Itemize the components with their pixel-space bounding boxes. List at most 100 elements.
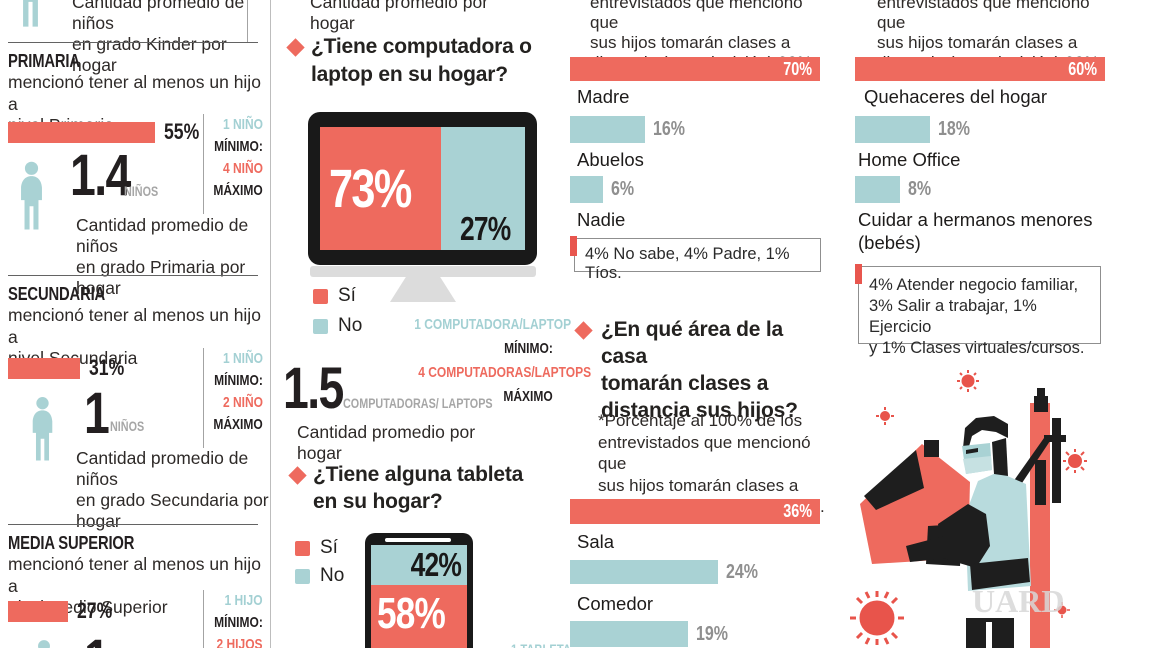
secundaria-title: SECUNDARIA: [8, 283, 106, 304]
section-divider: [8, 42, 258, 43]
house-roof: [864, 450, 924, 510]
person-illustration: UARD: [850, 370, 1087, 648]
tablet-min-cut-text: 1 TABLETA: [496, 641, 571, 648]
monitor-yes-segment: 73%: [320, 127, 441, 250]
label-cuidar: Cuidar a hermanos menores (bebés): [858, 209, 1093, 253]
person-icon: [23, 0, 38, 27]
primaria-caption: Cantidad promedio de niños en grado Prim…: [76, 215, 249, 298]
section-divider: [8, 524, 258, 525]
hand: [906, 536, 948, 562]
tablet-legend-yes: Sí: [295, 537, 338, 559]
secundaria-average-unit: NIÑOS: [110, 419, 145, 434]
media-minmax-divider: [203, 590, 204, 648]
who-note-box: 4% No sabe, 4% Padre, 1% Tíos.: [574, 238, 821, 282]
media-superior-title: MEDIA SUPERIOR: [8, 532, 135, 553]
label-nadie: Nadie: [577, 209, 626, 230]
legend-no-swatch: [313, 318, 328, 334]
computer-legend-yes: Sí: [313, 285, 356, 307]
label-quehaceres: Quehaceres del hogar: [864, 86, 1048, 107]
primaria-minmax-divider: [203, 114, 204, 214]
bar-homeoffice: [855, 116, 930, 143]
tablet-chart: 42% 58%: [365, 533, 473, 648]
tablet-no-segment: 42%: [371, 545, 467, 585]
kinder-caption: Cantidad promedio de niños en grado Kind…: [72, 0, 245, 75]
bar-cuidar: [855, 176, 900, 203]
primaria-bar-row: 55%: [8, 119, 208, 145]
person-icon: [38, 640, 50, 648]
area-question: ¿En qué área de la casa tomarán clases a…: [601, 318, 798, 422]
neck: [992, 438, 1008, 476]
diamond-bullet: [286, 38, 305, 57]
activities-note-box: 4% Atender negocio familiar, 3% Salir a …: [858, 266, 1101, 357]
tablet-legend-no: No: [295, 565, 344, 587]
legend-yes-swatch: [295, 540, 310, 556]
label-comedor: Comedor: [577, 593, 654, 614]
bar-nadie: [570, 176, 603, 203]
belt: [970, 558, 1030, 590]
media-superior-bar: [8, 600, 68, 622]
legend-yes-swatch: [313, 288, 328, 304]
primaria-average-unit: NIÑOS: [124, 184, 159, 199]
secundaria-average: 1: [84, 381, 110, 446]
label-homeoffice: Home Office: [858, 149, 961, 170]
label-sala: Sala: [577, 531, 615, 552]
diamond-bullet: [288, 466, 307, 485]
monitor-base-strip: [310, 266, 536, 277]
tablet-notch: [385, 538, 451, 542]
note-tick: [855, 264, 862, 284]
person-icon: [32, 397, 53, 461]
tablet-question: ¿Tiene alguna tableta en su hogar?: [313, 463, 524, 513]
bar-nadie-row: 6%: [570, 176, 640, 203]
section-divider: [8, 275, 258, 276]
media-average: 1: [84, 631, 114, 648]
bar-comedor-row: 24%: [570, 560, 766, 584]
bar-area3: [570, 621, 688, 647]
label-abuelos: Abuelos: [577, 149, 644, 170]
secundaria-minmax-divider: [203, 348, 204, 448]
bar-homeoffice-row: 18%: [855, 116, 978, 143]
bar-sala: 36%: [570, 499, 820, 524]
note-tick: [570, 236, 577, 256]
secundaria-minmax: 1 NIÑO MÍNIMO: 2 NIÑO MÁXIMO: [213, 350, 263, 433]
column-divider: [270, 0, 271, 648]
arm: [938, 504, 990, 568]
secundaria-caption: Cantidad promedio de niños en grado Secu…: [76, 448, 269, 531]
legend-no-swatch: [295, 568, 310, 584]
secundaria-bar-row: 31%: [8, 355, 133, 381]
primaria-title: PRIMARIA: [8, 50, 80, 71]
person-icon: [21, 161, 42, 230]
secundaria-bar: [8, 357, 80, 379]
computer-average: 1.5: [283, 356, 344, 421]
primaria-bar: [8, 121, 155, 143]
monitor-chart: 73% 27%: [308, 112, 537, 265]
label-madre: Madre: [577, 86, 630, 107]
bar-quehaceres: 60%: [855, 57, 1105, 81]
bar-abuelos: [570, 116, 645, 143]
primaria-minmax: 1 NIÑO MÍNIMO: 4 NIÑO MÁXIMO: [213, 116, 263, 199]
primaria-average: 1.4: [70, 143, 131, 208]
kinder-divider: [247, 0, 248, 42]
bar-comedor: [570, 560, 718, 584]
face-mask: [963, 456, 992, 474]
monitor-no-segment: 27%: [440, 127, 525, 250]
bar-area3-row: 19%: [570, 621, 736, 647]
bar-abuelos-row: 16%: [570, 116, 693, 143]
monitor-stand: [390, 277, 456, 302]
bar-madre: 70%: [570, 57, 820, 81]
computer-minmax: 1 COMPUTADORA/LAPTOP MÍNIMO: 4 COMPUTADO…: [414, 316, 592, 405]
eye: [966, 448, 978, 454]
media-minmax: 1 HIJO MÍNIMO: 2 HIJOS: [214, 592, 263, 648]
computer-question: ¿Tiene computadora o laptop en su hogar?: [311, 35, 532, 86]
tablet-yes-segment: 58%: [371, 585, 467, 648]
computer-caption: Cantidad promedio por hogar: [297, 422, 476, 463]
media-superior-bar-row: 27%: [8, 598, 121, 624]
hair: [963, 416, 1008, 450]
bar-cuidar-row: 8%: [855, 176, 937, 203]
diamond-bullet: [574, 321, 593, 340]
computer-legend-no: No: [313, 315, 362, 337]
col2-top-caption: Cantidad promedio por hogar: [310, 0, 489, 33]
house-chimney: [924, 440, 939, 457]
computer-average-unit: COMPUTADORAS/ LAPTOPS: [343, 396, 493, 411]
watermark-text: UARD: [972, 583, 1064, 619]
